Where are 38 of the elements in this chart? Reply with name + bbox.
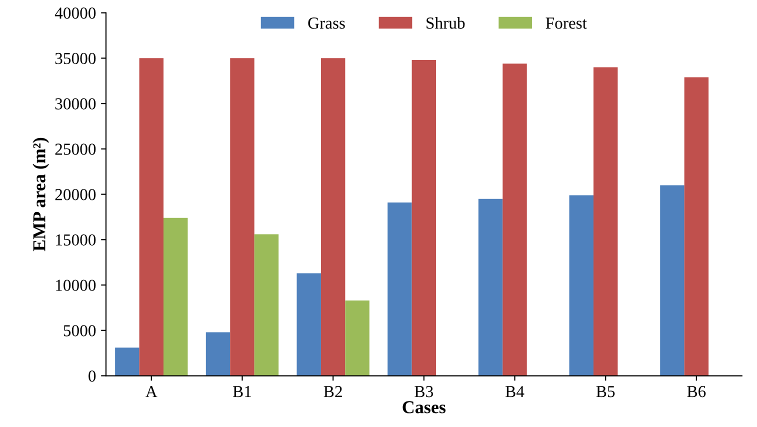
x-tick-label: B4 <box>506 386 524 398</box>
y-tick-label: 0 <box>88 370 96 382</box>
bar <box>660 185 684 376</box>
bar <box>254 234 279 376</box>
y-tick-label: 20000 <box>55 188 96 200</box>
legend-label: Grass <box>308 18 345 29</box>
legend-label: Shrub <box>426 17 465 29</box>
y-tick-label: 15000 <box>56 234 96 246</box>
bar <box>345 300 370 376</box>
bar <box>569 195 594 376</box>
bar <box>230 58 254 376</box>
x-tick-label: B5 <box>596 386 615 398</box>
y-tick-label: 30000 <box>55 98 96 110</box>
y-tick-label: 5000 <box>64 325 96 336</box>
bar <box>502 64 527 376</box>
bar <box>388 202 412 376</box>
x-tick-label: B6 <box>687 386 706 398</box>
bar <box>593 67 618 376</box>
x-tick-label: B1 <box>232 386 251 398</box>
bar <box>115 348 140 376</box>
x-axis-title: Cases <box>402 401 446 414</box>
bar <box>412 60 436 376</box>
y-tick-label: 35000 <box>55 52 96 64</box>
x-tick-label: A <box>146 386 158 398</box>
bar <box>684 77 709 376</box>
y-tick-label: 10000 <box>56 280 96 291</box>
bar <box>139 58 164 376</box>
y-tick-label: 25000 <box>55 144 96 155</box>
bar <box>206 332 230 376</box>
bar <box>320 58 346 376</box>
bar <box>478 198 503 376</box>
bar <box>164 218 188 376</box>
x-tick-label: B3 <box>414 386 433 398</box>
x-tick-label: B2 <box>324 386 342 398</box>
bar <box>296 273 321 376</box>
y-tick-label: 40000 <box>54 8 96 19</box>
y-axis-title: EMP area (m²) <box>32 138 50 252</box>
legend-label: Forest <box>546 18 587 29</box>
